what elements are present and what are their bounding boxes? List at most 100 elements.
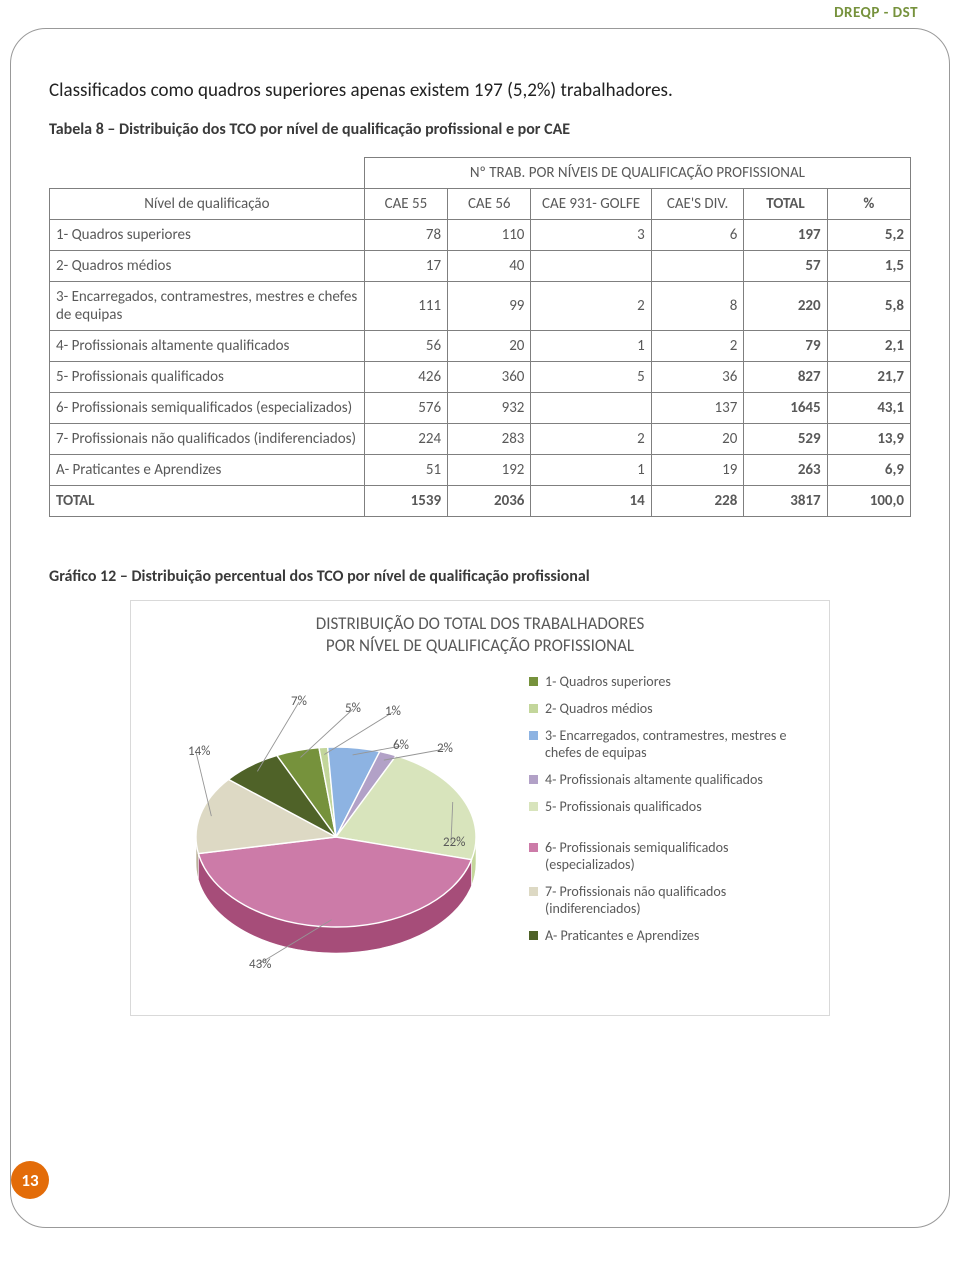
table-cell: 137 <box>651 393 744 424</box>
table-cell: 100,0 <box>827 486 910 517</box>
table-cell: 78 <box>364 220 447 251</box>
table-cell: 228 <box>651 486 744 517</box>
table-cell: 1 <box>531 331 651 362</box>
pie-percent-label: 6% <box>393 738 409 753</box>
legend-label: 5- Profissionais qualificados <box>545 798 702 815</box>
chart-legend: 1- Quadros superiores 2- Quadros médios 3-… <box>501 667 819 954</box>
table-col-header: % <box>827 189 910 220</box>
table-cell: 111 <box>364 282 447 331</box>
table-row-label: 2- Quadros médios <box>50 251 365 282</box>
table-row-header-label: Nível de qualificação <box>50 189 365 220</box>
legend-swatch <box>529 677 538 686</box>
table-cell: 43,1 <box>827 393 910 424</box>
table-caption: Tabela 8 – Distribuição dos TCO por níve… <box>49 120 911 139</box>
table-cell: 2036 <box>448 486 531 517</box>
legend-swatch <box>529 843 538 852</box>
table-row-label: 5- Profissionais qualificados <box>50 362 365 393</box>
doc-header: DREQP - DST <box>0 0 960 22</box>
table-cell: 576 <box>364 393 447 424</box>
legend-item: 3- Encarregados, contramestres, mestres … <box>529 727 819 761</box>
chart-title-line1: DISTRIBUIÇÃO DO TOTAL DOS TRABALHADORES <box>316 613 645 634</box>
legend-swatch <box>529 931 538 940</box>
pie-percent-label: 43% <box>249 957 271 972</box>
legend-swatch <box>529 887 538 896</box>
table-cell: 1539 <box>364 486 447 517</box>
table-cell: 1,5 <box>827 251 910 282</box>
legend-swatch <box>529 802 538 811</box>
legend-label: 6- Profissionais semiqualificados (espec… <box>545 839 819 873</box>
legend-item: 5- Profissionais qualificados <box>529 798 819 815</box>
legend-label: 4- Profissionais altamente qualificados <box>545 771 763 788</box>
table-cell: 263 <box>744 455 827 486</box>
legend-item: 1- Quadros superiores <box>529 673 819 690</box>
table-row-label: 7- Profissionais não qualificados (indif… <box>50 424 365 455</box>
legend-label: 1- Quadros superiores <box>545 673 671 690</box>
table-cell <box>531 393 651 424</box>
table-cell: 13,9 <box>827 424 910 455</box>
table-row-label: 3- Encarregados, contramestres, mestres … <box>50 282 365 331</box>
pie-percent-label: 7% <box>291 694 307 709</box>
table-cell: 5,8 <box>827 282 910 331</box>
table-cell: 220 <box>744 282 827 331</box>
legend-item: 4- Profissionais altamente qualificados <box>529 771 819 788</box>
table-cell: 8 <box>651 282 744 331</box>
table-cell: 3817 <box>744 486 827 517</box>
pie-percent-label: 2% <box>437 741 453 756</box>
legend-label: 7- Profissionais não qualificados (indif… <box>545 883 819 917</box>
table-cell: 17 <box>364 251 447 282</box>
table-cell: 79 <box>744 331 827 362</box>
table-cell: 5 <box>531 362 651 393</box>
table-cell: 40 <box>448 251 531 282</box>
qualification-table: Nº TRAB. POR NÍVEIS DE QUALIFICAÇÃO PROF… <box>49 157 911 517</box>
table-cell: 360 <box>448 362 531 393</box>
table-cell: 19 <box>651 455 744 486</box>
table-cell: 426 <box>364 362 447 393</box>
table-cell <box>651 251 744 282</box>
chart-title-line2: POR NÍVEL DE QUALIFICAÇÃO PROFISSIONAL <box>326 635 634 656</box>
chart-caption: Gráfico 12 – Distribuição percentual dos… <box>49 567 911 586</box>
chart-title: DISTRIBUIÇÃO DO TOTAL DOS TRABALHADORES … <box>141 613 819 657</box>
table-cell: 192 <box>448 455 531 486</box>
page-frame: Classificados como quadros superiores ap… <box>10 28 950 1228</box>
table-cell: 20 <box>448 331 531 362</box>
legend-label: 2- Quadros médios <box>545 700 653 717</box>
pie-percent-label: 14% <box>188 744 210 759</box>
table-cell: 6,9 <box>827 455 910 486</box>
table-row-label: 1- Quadros superiores <box>50 220 365 251</box>
table-cell: 932 <box>448 393 531 424</box>
table-col-header: CAE'S DIV. <box>651 189 744 220</box>
legend-label: A- Praticantes e Aprendizes <box>545 927 699 944</box>
table-cell: 2,1 <box>827 331 910 362</box>
table-cell: 6 <box>651 220 744 251</box>
table-cell: 2 <box>531 282 651 331</box>
legend-item: 6- Profissionais semiqualificados (espec… <box>529 839 819 873</box>
table-cell: 827 <box>744 362 827 393</box>
pie-percent-label: 22% <box>443 835 465 850</box>
legend-swatch <box>529 704 538 713</box>
table-top-header: Nº TRAB. POR NÍVEIS DE QUALIFICAÇÃO PROF… <box>364 158 910 189</box>
table-cell: 57 <box>744 251 827 282</box>
table-col-header: CAE 56 <box>448 189 531 220</box>
table-cell: 2 <box>651 331 744 362</box>
table-row-label: TOTAL <box>50 486 365 517</box>
table-row-label: 4- Profissionais altamente qualificados <box>50 331 365 362</box>
table-cell: 110 <box>448 220 531 251</box>
legend-swatch <box>529 775 538 784</box>
table-cell: 99 <box>448 282 531 331</box>
table-cell: 14 <box>531 486 651 517</box>
table-cell: 3 <box>531 220 651 251</box>
table-col-header: CAE 55 <box>364 189 447 220</box>
intro-paragraph: Classificados como quadros superiores ap… <box>49 79 911 102</box>
table-row-label: A- Praticantes e Aprendizes <box>50 455 365 486</box>
table-corner-blank <box>50 158 365 189</box>
table-col-header: CAE 931- GOLFE <box>531 189 651 220</box>
table-cell: 283 <box>448 424 531 455</box>
table-cell: 51 <box>364 455 447 486</box>
table-cell: 197 <box>744 220 827 251</box>
pie-chart: 5%1%6%2%22%43%14%7% <box>141 667 501 997</box>
table-cell: 20 <box>651 424 744 455</box>
table-cell: 2 <box>531 424 651 455</box>
legend-item: 7- Profissionais não qualificados (indif… <box>529 883 819 917</box>
table-cell: 5,2 <box>827 220 910 251</box>
table-cell: 36 <box>651 362 744 393</box>
